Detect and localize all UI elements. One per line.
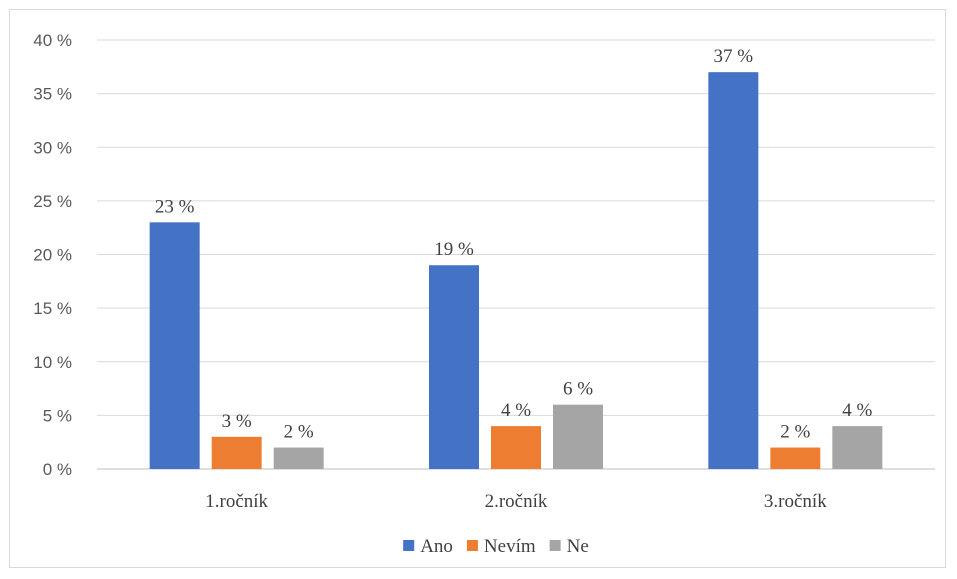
y-tick-label: 40 % [33,31,72,50]
y-tick-label: 35 % [33,85,72,104]
legend-swatch [403,540,415,551]
x-tick-label: 3.ročník [764,491,827,512]
data-label: 37 % [714,46,754,67]
data-label: 4 % [501,400,531,421]
y-tick-label: 0 % [43,460,72,479]
y-tick-label: 10 % [33,353,72,372]
legend-entry: Ne [567,536,589,557]
data-labels: 23 % 3 % 2 % 19 % 4 % 6 % 37 % 2 % 4 % [155,46,873,442]
y-tick-label: 25 % [33,192,72,211]
legend: Ano Nevím Ne [403,536,589,557]
bar-chart: 0 % 5 % 10 % 15 % 20 % 25 % 30 % 35 % 40 % 23 % 3… [33,31,935,557]
y-tick-label: 30 % [33,138,72,157]
data-label: 23 % [155,196,195,217]
x-tick-label: 1.ročník [205,491,268,512]
bar-ne-3 [832,426,883,469]
bar-nev-m-3 [770,447,821,469]
bars [149,72,883,470]
data-label: 2 % [780,422,810,443]
data-label: 2 % [284,422,314,443]
bar-ne-2 [553,404,603,469]
bar-ne-1 [273,447,324,469]
data-label: 19 % [434,239,474,260]
bar-nev-m-1 [211,436,262,469]
legend-entry: Ano [420,536,453,557]
bar-ano-2 [429,265,479,469]
data-label: 3 % [222,411,252,432]
x-axis-ticks: 1.ročník 2.ročník 3.ročník [205,491,827,512]
y-tick-label: 15 % [33,299,72,318]
legend-entry: Nevím [484,536,536,557]
chart-frame: 0 % 5 % 10 % 15 % 20 % 25 % 30 % 35 % 40 % 23 % 3… [9,9,946,568]
bar-ano-3 [708,72,759,470]
y-tick-label: 5 % [43,406,72,425]
legend-swatch [466,540,478,551]
data-label: 6 % [563,379,593,400]
bar-nev-m-2 [491,426,541,469]
bar-ano-1 [149,222,200,469]
legend-swatch [549,540,561,551]
y-tick-label: 20 % [33,246,72,265]
x-tick-label: 2.ročník [485,491,548,512]
data-label: 4 % [842,400,872,421]
y-axis-ticks: 0 % 5 % 10 % 15 % 20 % 25 % 30 % 35 % 40 % [33,31,72,479]
gridlines [97,39,935,470]
